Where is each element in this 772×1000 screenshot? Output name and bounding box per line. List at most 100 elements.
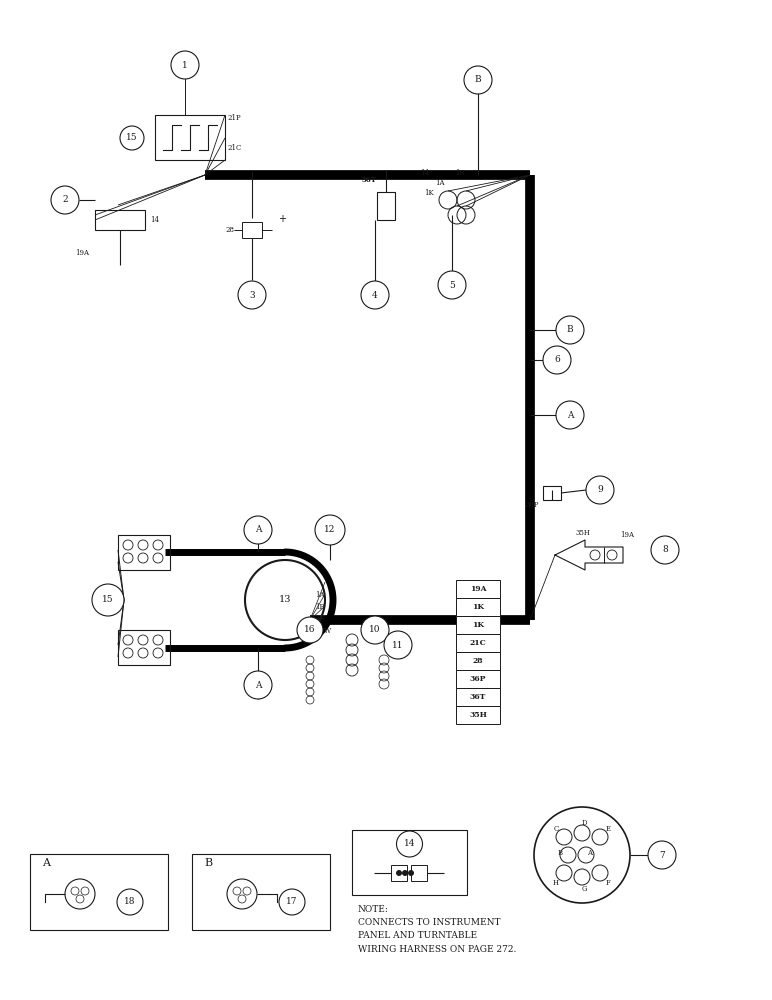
Circle shape [279, 889, 305, 915]
Text: 10: 10 [369, 626, 381, 635]
Text: 11: 11 [392, 641, 404, 650]
Text: 18: 18 [124, 898, 136, 906]
Bar [391, 865, 407, 881]
Text: 28: 28 [226, 226, 235, 234]
Text: 14: 14 [150, 216, 159, 224]
Text: 15: 15 [126, 133, 138, 142]
Text: A: A [587, 849, 592, 857]
Text: 4: 4 [372, 290, 378, 300]
Text: 1R: 1R [455, 169, 465, 177]
Circle shape [556, 316, 584, 344]
Circle shape [438, 271, 466, 299]
Circle shape [171, 51, 199, 79]
Text: A: A [567, 410, 574, 420]
Text: +: + [278, 214, 286, 224]
Bar [411, 865, 427, 881]
Bar [30, 854, 168, 930]
Circle shape [120, 126, 144, 150]
Circle shape [315, 515, 345, 545]
Bar [377, 192, 395, 220]
Circle shape [397, 831, 422, 857]
Bar [95, 210, 145, 230]
Bar [456, 580, 500, 598]
Bar [242, 222, 262, 238]
Text: 21P: 21P [228, 114, 242, 122]
Circle shape [586, 476, 614, 504]
Bar [456, 670, 500, 688]
Text: 6: 6 [554, 356, 560, 364]
Text: 28: 28 [472, 657, 483, 665]
Bar [456, 598, 500, 616]
Text: 2: 2 [63, 196, 68, 205]
Circle shape [361, 616, 389, 644]
Text: 1R: 1R [315, 603, 325, 611]
Text: B: B [475, 76, 481, 85]
Text: 7: 7 [659, 850, 665, 859]
Text: 15: 15 [102, 595, 113, 604]
Bar [456, 706, 500, 724]
Circle shape [651, 536, 679, 564]
Text: 8: 8 [662, 546, 668, 554]
Text: 3: 3 [249, 290, 255, 300]
Circle shape [238, 281, 266, 309]
Text: 19A: 19A [75, 249, 89, 257]
Text: 35H: 35H [575, 529, 590, 537]
Text: 5: 5 [449, 280, 455, 290]
Circle shape [244, 516, 272, 544]
Text: 12: 12 [324, 526, 336, 534]
Text: 1: 1 [182, 60, 188, 70]
Circle shape [396, 870, 402, 876]
Text: 21C: 21C [228, 144, 242, 152]
Text: 1S: 1S [315, 615, 324, 623]
Text: 1K: 1K [472, 603, 484, 611]
Text: A: A [42, 858, 50, 868]
Text: 13: 13 [279, 595, 291, 604]
Text: 1A: 1A [315, 591, 324, 599]
Text: G: G [581, 885, 587, 893]
Circle shape [543, 346, 571, 374]
Text: 14: 14 [420, 169, 429, 177]
Text: B: B [204, 858, 212, 868]
Circle shape [361, 281, 389, 309]
Circle shape [408, 870, 414, 876]
Text: A: A [255, 680, 261, 690]
Text: 35H: 35H [469, 711, 487, 719]
Text: F: F [605, 879, 611, 887]
Text: 9: 9 [597, 486, 603, 494]
Text: 36T: 36T [470, 693, 486, 701]
Bar [456, 634, 500, 652]
Bar [456, 616, 500, 634]
Text: 19A: 19A [620, 531, 634, 539]
Bar [118, 535, 170, 570]
Text: 17: 17 [286, 898, 298, 906]
Circle shape [297, 617, 323, 643]
Circle shape [244, 671, 272, 699]
Text: 36P: 36P [469, 675, 486, 683]
Bar [155, 115, 225, 160]
Text: H: H [553, 879, 559, 887]
Text: B: B [557, 849, 563, 857]
Text: E: E [605, 825, 611, 833]
Text: 14: 14 [404, 840, 415, 848]
Circle shape [648, 841, 676, 869]
Bar [543, 486, 561, 500]
Text: 1A: 1A [435, 179, 445, 187]
Bar [456, 688, 500, 706]
Text: 16: 16 [304, 626, 316, 635]
Text: 21C: 21C [469, 639, 486, 647]
Bar [192, 854, 330, 930]
Text: 36P: 36P [525, 501, 539, 509]
Bar [456, 652, 500, 670]
Circle shape [464, 66, 492, 94]
Text: B: B [567, 326, 574, 334]
Circle shape [556, 401, 584, 429]
Bar [118, 630, 170, 665]
Circle shape [92, 584, 124, 616]
Text: 36T: 36T [362, 176, 377, 184]
Text: A: A [255, 526, 261, 534]
Circle shape [117, 889, 143, 915]
Text: 21W: 21W [315, 627, 331, 635]
Circle shape [402, 870, 408, 876]
Text: 19A: 19A [469, 585, 486, 593]
Circle shape [384, 631, 412, 659]
